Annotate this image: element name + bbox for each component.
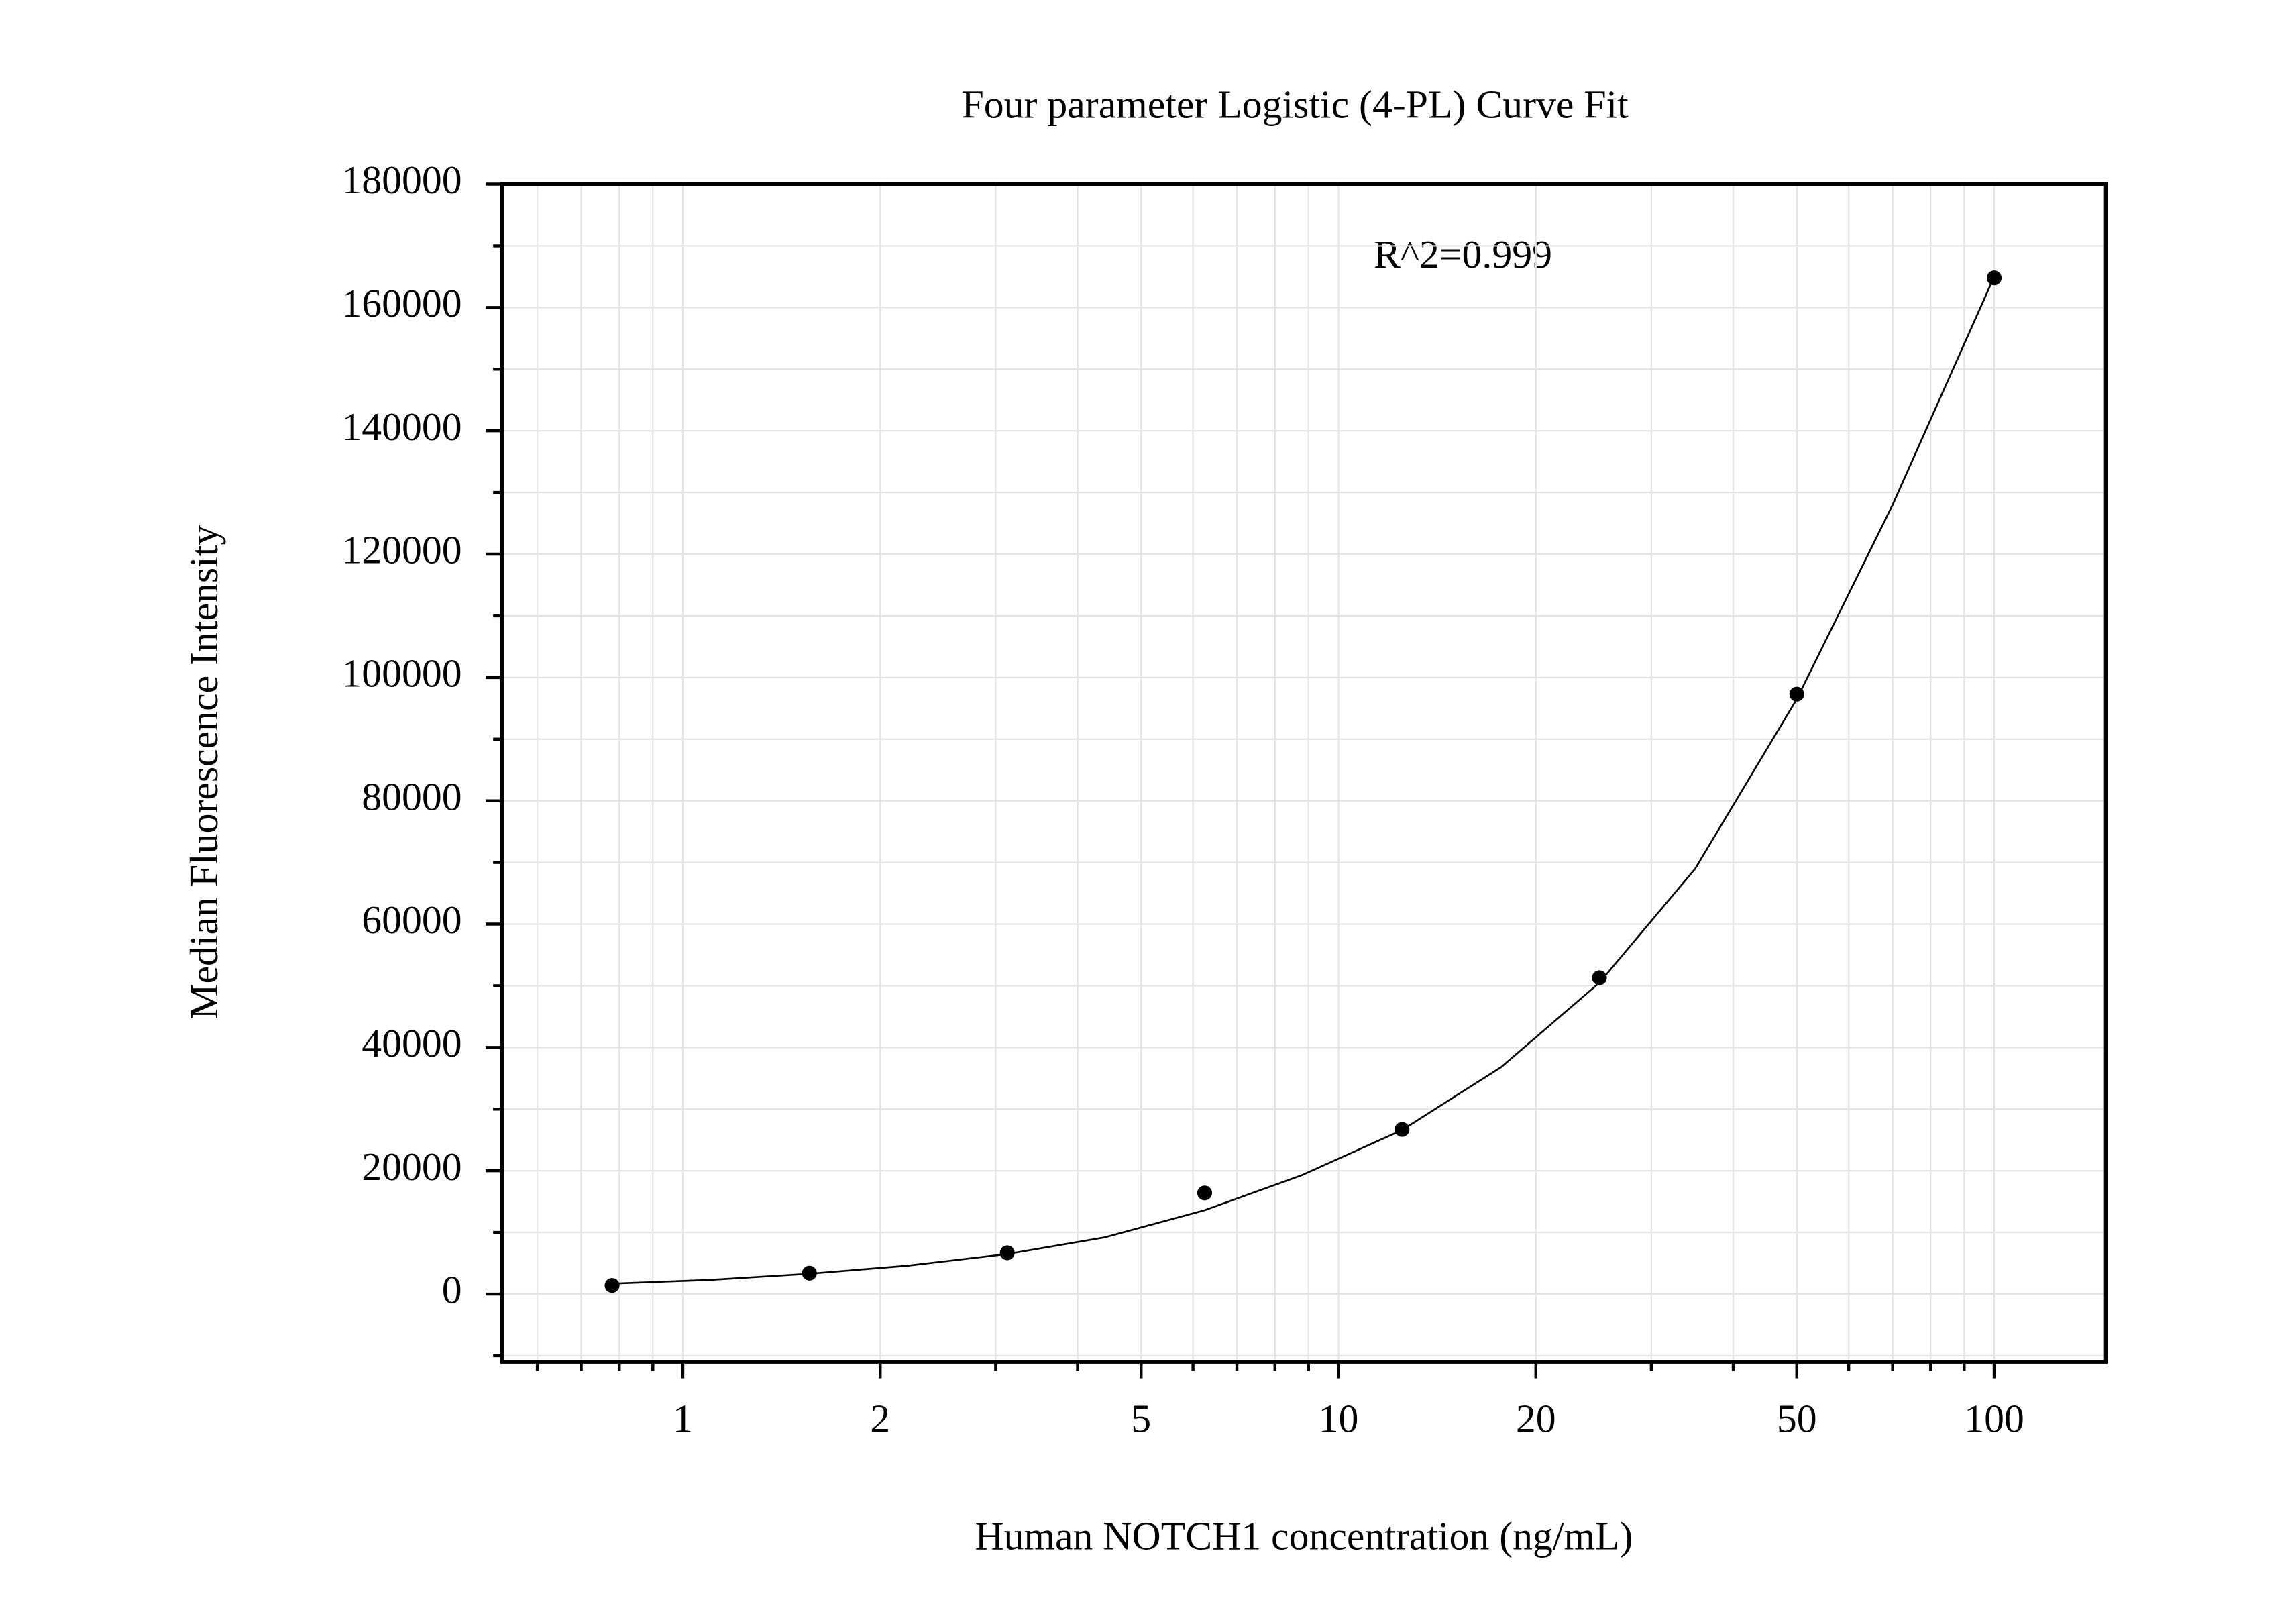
x-tick-label: 1 xyxy=(673,1397,693,1441)
y-tick-label: 0 xyxy=(442,1268,462,1312)
x-tick-label: 5 xyxy=(1131,1397,1151,1441)
y-axis-title: Median Fluorescence Intensity xyxy=(182,525,226,1020)
x-axis-title: Human NOTCH1 concentration (ng/mL) xyxy=(975,1514,1633,1558)
x-tick-label: 50 xyxy=(1777,1397,1817,1441)
y-tick-label: 160000 xyxy=(341,281,461,325)
x-tick-label: 2 xyxy=(870,1397,890,1441)
y-tick-label: 40000 xyxy=(362,1021,461,1065)
y-tick-label: 60000 xyxy=(362,898,461,942)
x-tick-label: 20 xyxy=(1516,1397,1556,1441)
y-tick-label: 100000 xyxy=(341,651,461,696)
fit-curve xyxy=(612,276,1996,1285)
annotation: R^2=0.999 xyxy=(1374,232,1552,276)
y-tick-label: 80000 xyxy=(362,774,461,818)
data-point xyxy=(1395,1122,1410,1137)
data-point xyxy=(1197,1185,1213,1201)
x-tick-label: 100 xyxy=(1964,1397,2024,1441)
data-point xyxy=(1592,970,1607,985)
grid xyxy=(502,183,2106,1362)
data-point xyxy=(999,1245,1015,1261)
y-tick-label: 180000 xyxy=(341,158,461,202)
plot-frame xyxy=(500,182,2108,1364)
data-point xyxy=(1986,270,2002,286)
x-tick-label: 10 xyxy=(1319,1397,1359,1441)
chart-title: Four parameter Logistic (4-PL) Curve Fit xyxy=(962,82,1629,126)
data-point xyxy=(802,1265,817,1281)
data-point xyxy=(1789,686,1804,702)
y-tick-label: 140000 xyxy=(341,405,461,449)
data-point xyxy=(604,1278,620,1293)
marks xyxy=(604,270,2002,1293)
y-tick-label: 120000 xyxy=(341,528,461,572)
y-tick-label: 20000 xyxy=(362,1144,461,1189)
